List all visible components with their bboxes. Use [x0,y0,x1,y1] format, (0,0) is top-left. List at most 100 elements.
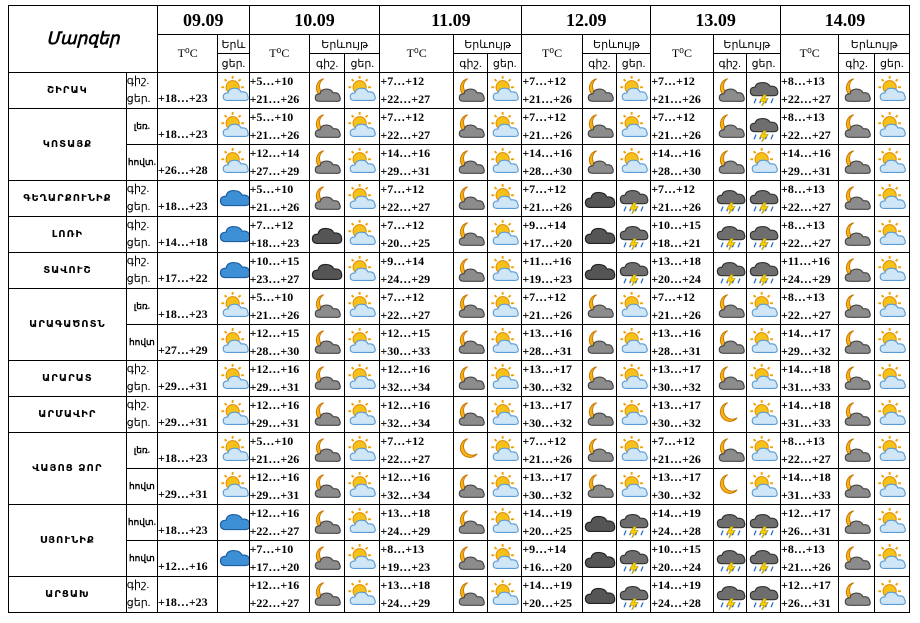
night-phenomenon-cell [452,396,489,433]
storm-icon [716,585,745,610]
night-label: գիշ. [126,183,150,196]
sun-cloud-icon [491,183,519,209]
sun-cloud-icon [620,363,648,389]
day-temp: +31…+33 [781,487,831,502]
day-temp: +30…+32 [651,415,701,430]
night-phenomenon-cell [452,504,489,541]
night-temp: +14…+19 [651,578,701,593]
temperature-cell: +7…+12 +21…+26 [650,108,714,145]
storm-icon [619,585,649,610]
temperature-cell: +12…+16 [156,540,219,577]
temperature-cell: +18…+23 [156,504,219,541]
moon-cloud-icon [458,257,485,282]
storm-icon [619,189,649,214]
sun-cloud-icon [491,219,519,245]
region-row: ՍՅՈՒՆԻՔ հովտ. +18…+23 +12…+16 +22…+27 +13…+18… [8,504,911,577]
temperature-cell: +11…+16 +19…+23 [521,252,583,289]
night-phenomenon-cell [581,324,617,361]
night-phenomenon-cell [581,576,617,613]
night-temp: +14…+19 [522,578,573,593]
phenomenon-header: Երևույթ [838,34,910,54]
sub-zone-label: հովտ. [125,504,158,541]
night-temp: +5…+10 [249,434,294,449]
temperature-cell: +8…+13 +19…+23 [379,540,454,577]
day-temp: +30…+32 [522,415,573,430]
day-phenomenon-cell [873,360,911,397]
night-temp: +13…+17 [522,470,573,485]
sun-cloud-icon [750,471,778,497]
moon-cloud-icon [314,149,341,174]
period-labels: գիշ. ցեր. [125,576,158,613]
day-header: ցեր. [217,53,250,73]
night-label: գիշ. [126,255,150,268]
night-phenomenon-cell [308,108,346,145]
night-phenomenon-cell [581,432,617,469]
day-phenomenon-cell [615,540,652,577]
day-phenomenon-cell [745,180,782,217]
day-phenomenon-cell [615,396,652,433]
temperature-cell: +7…+12 +22…+27 [379,180,454,217]
temperature-cell: +7…+12 +21…+26 [521,108,583,145]
day-phenomenon-cell [344,180,381,217]
moon-cloud-icon [718,329,745,354]
day-phenomenon-cell [873,288,911,325]
temperature-cell: +13…+17 +30…+32 [650,360,714,397]
day-temp: +17…+22 [157,271,208,286]
day-temp: +21…+26 [522,127,573,142]
temperature-cell: +8…+13 +22…+27 [780,288,840,325]
sun-cloud-icon [221,363,249,389]
temperature-cell: +14…+19 +20…+25 [521,576,583,613]
temperature-cell: +7…+12 +21…+26 [521,72,583,109]
storm-icon [619,225,649,250]
sun-cloud-icon [878,75,906,101]
moon-cloud-icon [458,473,485,498]
day-phenomenon-cell [615,288,652,325]
moon-cloud-icon [844,473,871,498]
moon-cloud-icon [587,401,614,426]
temperature-cell: +12…+16 +22…+27 [248,504,310,541]
sun-cloud-icon [491,291,519,317]
storm-icon [716,261,745,286]
moon-cloud-icon [458,185,485,210]
night-temp: +8…+13 [781,110,825,125]
moon-cloud-icon [587,149,614,174]
night-header: գիշ. [838,53,875,73]
night-temp: +8…+13 [781,542,825,557]
date-header: 10.09 [248,5,381,35]
day-temp: +21…+26 [651,91,701,106]
day-phenomenon-cell [487,108,523,145]
temperature-cell: +12…+15 +30…+33 [379,324,454,361]
sun-cloud-icon [750,327,778,353]
day-temp: +18…+23 [157,199,208,214]
moon-cloud-icon [718,77,745,102]
phenomenon-header: Երևույթ [712,34,782,54]
day-phenomenon-cell [873,504,911,541]
night-temp: +13…+18 [380,506,431,521]
temperature-cell: +10…+15 +18…+21 [650,216,714,253]
temp-header: T⁰C [521,34,583,73]
day-phenomenon-cell [745,504,782,541]
sun-cloud-icon [221,111,249,137]
day-temp: +21…+26 [651,199,701,214]
day-temp: +29…+31 [157,487,208,502]
night-header: գիշ. [581,53,617,73]
region-row: հովտ. +26…+28 +12…+14 +27…+29 +14…+16 +29…+31… [9,144,911,181]
day-temp: +29…+31 [249,415,300,430]
temperature-cell: +12…+17 +26…+31 [780,504,840,541]
phenomenon-header: Երևույթ [452,34,523,54]
temp-header: T⁰C [379,34,454,73]
temperature-cell: +7…+12 +21…+26 [650,72,714,109]
day-temp: +22…+27 [781,307,831,322]
storm-icon [749,81,779,106]
phenomenon-cell [217,108,250,145]
sun-cloud-icon [491,543,519,569]
day-temp: +29…+32 [781,343,831,358]
temperature-cell: +8…+13 +22…+27 [780,72,840,109]
day-temp: +29…+31 [157,379,208,394]
phenomenon-cell [217,540,250,577]
night-phenomenon-cell [581,288,617,325]
region-group: ԿՈՏԱՅՔ [8,108,127,181]
day-temp: +24…+29 [380,595,431,610]
day-phenomenon-cell [615,576,652,613]
day-phenomenon-cell [487,324,523,361]
